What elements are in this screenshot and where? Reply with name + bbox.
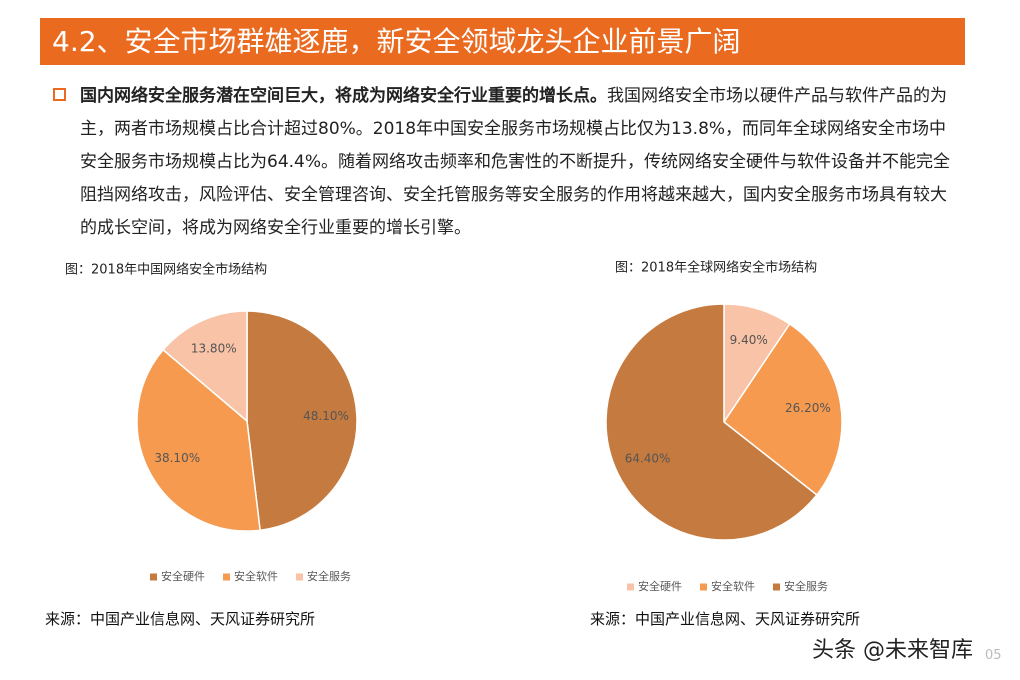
page-number: 05 <box>985 648 1002 663</box>
legend-swatch <box>773 583 780 591</box>
data-label: 13.80% <box>191 342 237 356</box>
pie-slice <box>722 322 843 496</box>
data-label: 26.20% <box>785 401 831 415</box>
legend-swatch <box>296 573 303 581</box>
body-text: 我国网络安全市场以硬件产品与软件产品的为主，两者市场规模占比合计超过80%。20… <box>80 86 951 238</box>
source: 来源：中国产业信息网、天风证券研究所 <box>590 610 861 628</box>
legend-swatch <box>150 573 157 581</box>
pie-slice <box>605 303 818 541</box>
legend-label: 安全服务 <box>784 579 828 593</box>
legend-swatch <box>700 583 707 591</box>
bullet <box>53 88 66 101</box>
header-title: 4.2、安全市场群雄逐鹿，新安全领域龙头企业前景广阔 <box>40 18 965 65</box>
pie-slice <box>136 348 261 532</box>
data-label: 38.10% <box>154 451 200 465</box>
legend-label: 安全服务 <box>307 569 351 583</box>
data-label: 9.40% <box>730 333 768 347</box>
legend-label: 安全硬件 <box>161 569 205 583</box>
chart-title: 图：2018年全球网络安全市场结构 <box>615 260 817 276</box>
chart-title: 图：2018年中国网络安全市场结构 <box>65 262 267 278</box>
watermark: 头条 @未来智库 <box>812 638 973 663</box>
lead-text: 国内网络安全服务潜在空间巨大，将成为网络安全行业重要的增长点。 <box>80 86 607 106</box>
legend-label: 安全硬件 <box>638 579 682 593</box>
pie-slice <box>162 310 248 423</box>
data-label: 64.40% <box>625 452 671 466</box>
legend-label: 安全软件 <box>234 569 278 583</box>
pie-slice <box>246 310 358 532</box>
paragraph: 国内网络安全服务潜在空间巨大，将成为网络安全行业重要的增长点。我国网络安全市场以… <box>80 80 955 245</box>
source: 来源：中国产业信息网、天风证券研究所 <box>45 610 316 628</box>
legend-swatch <box>627 583 634 591</box>
legend-swatch <box>223 573 230 581</box>
legend-label: 安全软件 <box>711 579 755 593</box>
data-label: 48.10% <box>303 409 349 423</box>
